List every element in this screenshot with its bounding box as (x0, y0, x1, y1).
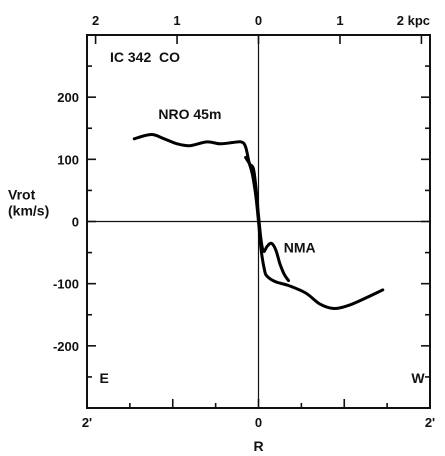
y-tick-label: 0 (72, 215, 79, 230)
labels-group: 200 100 0 -100 -200 2' 0 2' 2 1 0 1 2 kpc R Vrot(km/s)… (8, 13, 435, 454)
x-tick-label: 0 (255, 415, 262, 430)
axis-ticks-group (86, 34, 431, 409)
annotation-e: E (99, 370, 108, 386)
x-axis-title: R (253, 438, 263, 454)
top-axis-tick-label: 1 (336, 13, 343, 28)
y-tick-label: -100 (53, 277, 79, 292)
annotation-w: W (411, 370, 425, 386)
annotation-nma: NMA (284, 240, 316, 256)
y-tick-label: -200 (53, 339, 79, 354)
top-axis-tick-label: 2 (92, 13, 99, 28)
y-tick-label: 100 (57, 152, 79, 167)
x-tick-label: 2' (82, 415, 92, 430)
annotation-nro-45m: NRO 45m (158, 106, 221, 122)
series-group (132, 133, 385, 311)
top-axis-tick-label: 1 (173, 13, 180, 28)
y-axis-title-line1: Vrot (8, 187, 36, 203)
chart-title: IC 342 CO (110, 49, 180, 65)
y-tick-label: 200 (57, 90, 79, 105)
top-axis-tick-label: 2 kpc (397, 13, 430, 28)
top-axis-tick-label: 0 (255, 13, 262, 28)
series-line-nma (244, 156, 290, 283)
x-tick-label: 2' (425, 415, 435, 430)
y-axis-title-line2: (km/s) (8, 203, 49, 219)
